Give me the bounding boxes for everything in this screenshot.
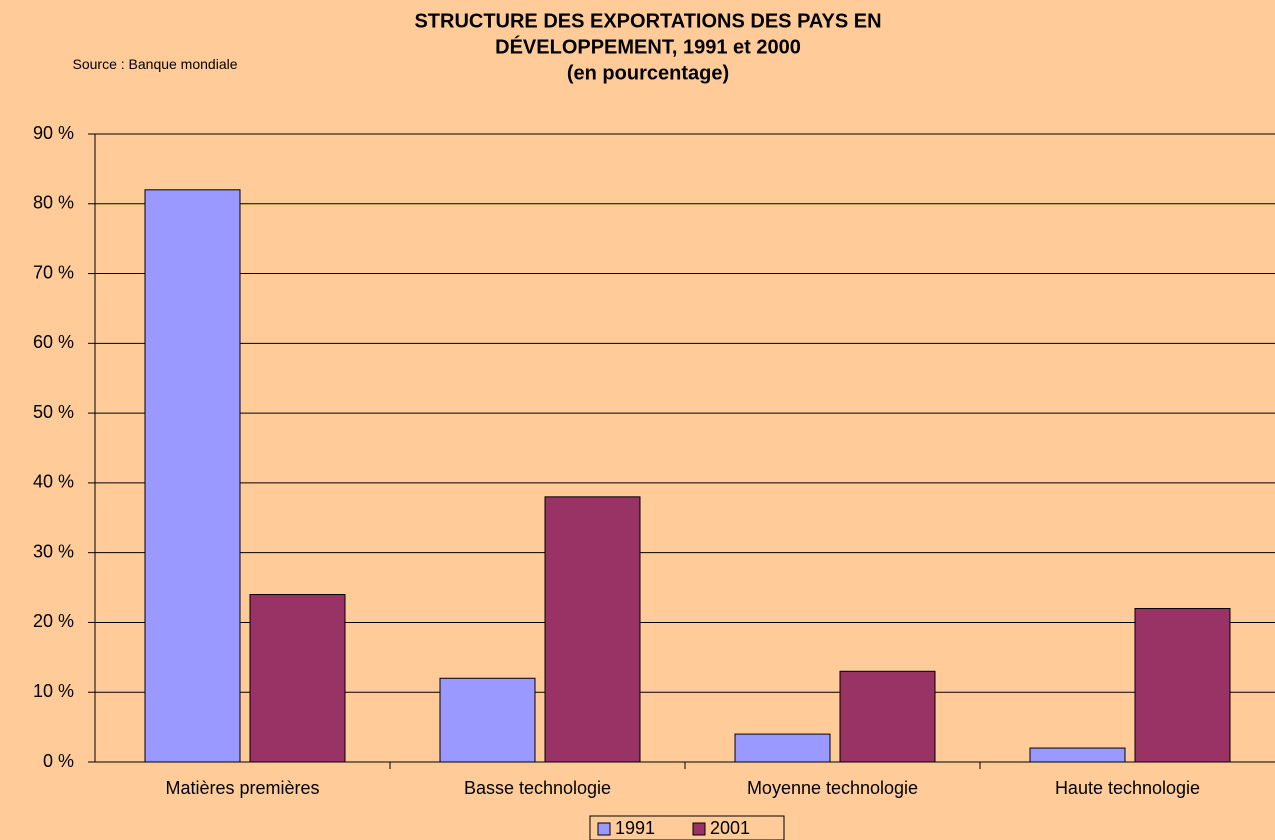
bar [1134, 607, 1231, 763]
y-tick-label: 50 % [33, 402, 74, 422]
legend-label: 2001 [710, 818, 750, 838]
bar [839, 670, 936, 763]
legend-label: 1991 [615, 818, 655, 838]
y-tick-label: 60 % [33, 332, 74, 352]
x-tick-label: Haute technologie [1055, 778, 1200, 798]
x-tick-label: Matières premières [165, 778, 319, 798]
chart-title: DÉVELOPPEMENT, 1991 et 2000 [495, 35, 801, 58]
y-tick-label: 90 % [33, 123, 74, 143]
chart-title: (en pourcentage) [567, 62, 729, 84]
x-tick-label: Moyenne technologie [747, 778, 918, 798]
y-tick-label: 70 % [33, 262, 74, 282]
x-tick-label: Basse technologie [464, 778, 611, 798]
legend-swatch [692, 822, 706, 836]
bar [249, 594, 346, 763]
bar [1029, 747, 1126, 763]
bar [144, 189, 241, 763]
y-tick-label: 0 % [43, 751, 74, 771]
legend-swatch [597, 822, 611, 836]
bar [734, 733, 831, 763]
y-tick-label: 80 % [33, 193, 74, 213]
y-tick-label: 30 % [33, 541, 74, 561]
y-tick-label: 20 % [33, 611, 74, 631]
bar [544, 496, 641, 763]
y-tick-label: 40 % [33, 472, 74, 492]
source-note: Source : Banque mondiale [72, 56, 238, 72]
bar [439, 677, 536, 763]
legend-box [589, 815, 785, 840]
chart-title: STRUCTURE DES EXPORTATIONS DES PAYS EN [414, 10, 881, 32]
y-tick-label: 10 % [33, 681, 74, 701]
